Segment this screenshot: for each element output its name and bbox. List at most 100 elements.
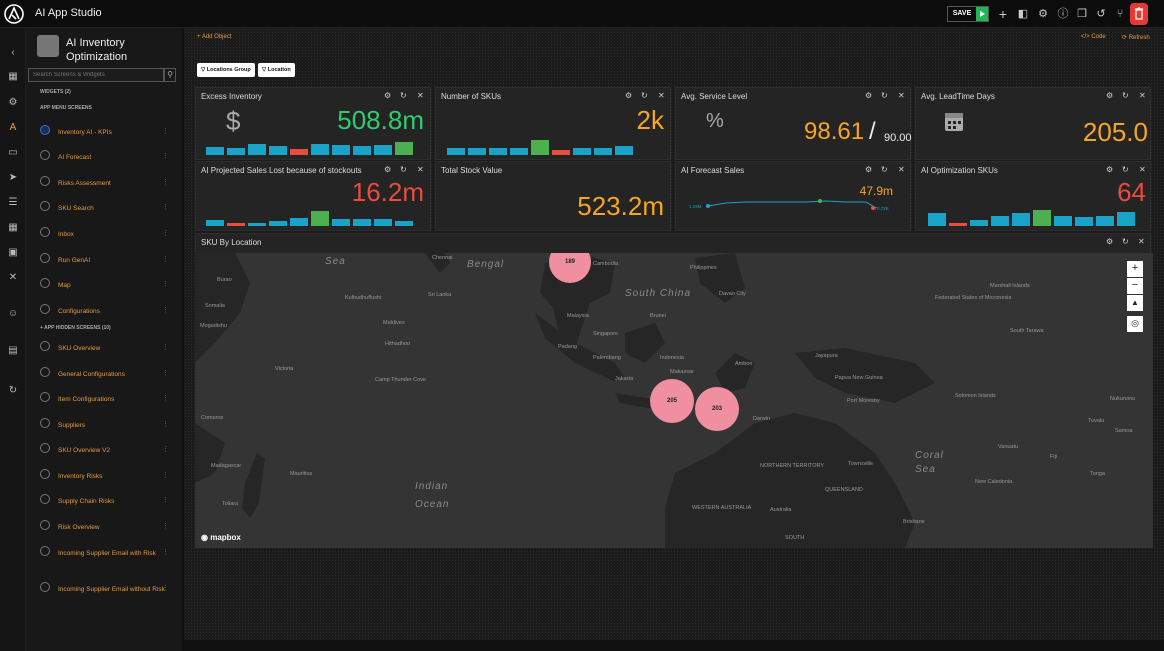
more-icon[interactable]: ⋮	[162, 497, 169, 504]
reload-icon[interactable]: ↻	[1122, 91, 1129, 100]
more-icon[interactable]: ⋮	[162, 395, 169, 402]
search-input[interactable]	[28, 68, 164, 82]
kpi-avg-leadtime[interactable]: Avg. LeadTime Days ⚙ ↻ ✕ 205.0	[915, 87, 1151, 160]
search-icon[interactable]: ⚲	[164, 68, 176, 82]
close-icon[interactable]: ✕	[1139, 91, 1146, 100]
reload-icon[interactable]: ↻	[881, 165, 888, 174]
more-icon[interactable]: ⋮	[162, 446, 169, 453]
gear-icon[interactable]: ⚙	[1106, 91, 1114, 100]
cluster-marker[interactable]: 203	[695, 387, 739, 431]
run-button[interactable]	[976, 7, 988, 21]
save-button[interactable]: SAVE	[948, 7, 976, 21]
gear-icon[interactable]: ⚙	[1106, 165, 1114, 174]
add-icon[interactable]: +	[998, 6, 1008, 22]
car-icon[interactable]: ▭	[8, 147, 18, 158]
history-icon[interactable]: ↺	[1096, 8, 1106, 20]
ai-app-icon[interactable]: A	[9, 122, 17, 133]
add-object-button[interactable]: + Add Object	[197, 34, 232, 40]
compass-button[interactable]: ▲	[1127, 295, 1143, 311]
more-icon[interactable]: ⋮	[162, 281, 169, 288]
reload-icon[interactable]: ↻	[881, 91, 888, 100]
kpi-avg-service-level[interactable]: Avg. Service Level ⚙ ↻ ✕ % 98.61 / 90.00	[675, 87, 912, 160]
bar	[395, 221, 413, 226]
more-icon[interactable]: ⋮	[162, 230, 169, 237]
close-icon[interactable]: ✕	[1138, 237, 1145, 246]
more-icon[interactable]: ⋮	[162, 307, 169, 314]
send-icon[interactable]: ➤	[8, 172, 18, 183]
gear-icon[interactable]: ⚙	[865, 165, 873, 174]
kpi-target: 90.00	[884, 132, 912, 144]
book-icon[interactable]: ▤	[8, 345, 18, 356]
copy-icon[interactable]: ❐	[1077, 8, 1087, 20]
filter-locations-group[interactable]: ▽ Locations Group	[197, 63, 255, 77]
more-icon[interactable]: ⋮	[162, 370, 169, 377]
close-icon[interactable]: ✕	[417, 91, 424, 100]
more-icon[interactable]: ⋮	[162, 421, 169, 428]
kpi-ai-forecast-sales[interactable]: AI Forecast Sales ⚙ ↻ ✕ 47.9m 1.19M 670.72…	[675, 161, 911, 231]
map-card-header: SKU By Location ⚙ ↻ ✕	[195, 233, 1151, 253]
more-icon[interactable]: ⋮	[162, 179, 169, 186]
cluster-marker[interactable]: 205	[650, 379, 694, 423]
table-icon[interactable]: ▦	[8, 222, 18, 233]
gear-icon[interactable]: ⚙	[384, 91, 392, 100]
kpi-excess-inventory[interactable]: Excess Inventory ⚙ ↻ ✕ $ 508.8m	[195, 87, 431, 160]
refresh-icon[interactable]: ↻	[8, 385, 18, 396]
reload-icon[interactable]: ↻	[400, 165, 407, 174]
panel-icon[interactable]: ◧	[1017, 8, 1029, 20]
more-icon[interactable]: ⋮	[162, 128, 169, 135]
more-icon[interactable]: ⋮	[162, 256, 169, 263]
branch-icon[interactable]: ⑂	[1116, 8, 1124, 20]
filter-location[interactable]: ▽ Location	[258, 63, 295, 77]
reload-icon[interactable]: ↻	[400, 91, 407, 100]
canvas: + Add Object </> Code ⟳ Refresh ▽ Locati…	[184, 28, 1164, 640]
card-title: AI Optimization SKUs	[921, 166, 998, 175]
more-icon[interactable]: ⋮	[162, 344, 169, 351]
sku-map[interactable]: Sea Bengal Chennai Burao Somalia Mogadishu Kul…	[195, 253, 1153, 548]
terminal-icon[interactable]: ▣	[8, 247, 18, 258]
kpi-number-of-skus[interactable]: Number of SKUs ⚙ ↻ ✕ 2k	[435, 87, 671, 160]
map-place-label: Cambodia	[593, 261, 619, 267]
kpi-value: 2k	[636, 105, 664, 135]
app-logo-icon[interactable]	[4, 4, 24, 24]
refresh-button[interactable]: ⟳ Refresh	[1122, 35, 1150, 41]
settings-icon[interactable]: ⚙	[1038, 8, 1048, 20]
gear-icon[interactable]: ⚙	[384, 165, 392, 174]
gear-icon[interactable]: ⚙	[625, 91, 633, 100]
close-icon[interactable]: ✕	[898, 165, 905, 174]
kpi-ai-optimization-skus[interactable]: AI Optimization SKUs ⚙ ↻ ✕ 64	[915, 161, 1151, 231]
close-icon[interactable]: ✕	[898, 91, 905, 100]
hidden-eye-icon	[40, 520, 50, 530]
zoom-in-button[interactable]: +	[1127, 261, 1143, 277]
bar	[552, 150, 570, 155]
kpi-total-stock-value[interactable]: Total Stock Value 523.2m	[435, 161, 671, 231]
chip-icon[interactable]: ⚙	[8, 97, 18, 108]
widgets-section[interactable]: WIDGETS (2)	[40, 89, 71, 95]
reload-icon[interactable]: ↻	[641, 91, 648, 100]
tools-icon[interactable]: ✕	[8, 272, 18, 283]
user-settings-icon[interactable]: ☺	[7, 308, 19, 319]
gear-icon[interactable]: ⚙	[865, 91, 873, 100]
more-icon[interactable]: ⋮	[162, 585, 169, 592]
info-icon[interactable]: ⓘ	[1057, 8, 1069, 20]
close-icon[interactable]: ✕	[417, 165, 424, 174]
code-button[interactable]: </> Code	[1081, 34, 1106, 40]
close-icon[interactable]: ✕	[1139, 165, 1146, 174]
more-icon[interactable]: ⋮	[162, 549, 169, 556]
zoom-out-button[interactable]: −	[1127, 278, 1143, 294]
delete-button[interactable]	[1130, 3, 1148, 25]
more-icon[interactable]: ⋮	[162, 204, 169, 211]
kpi-projected-sales-lost[interactable]: AI Projected Sales Lost because of stock…	[195, 161, 431, 231]
back-chevron-icon[interactable]: ‹	[11, 47, 15, 58]
more-icon[interactable]: ⋮	[162, 153, 169, 160]
close-icon[interactable]: ✕	[658, 91, 665, 100]
gear-icon[interactable]: ⚙	[1106, 237, 1114, 246]
geolocate-button[interactable]: ◎	[1127, 316, 1143, 332]
more-icon[interactable]: ⋮	[162, 523, 169, 530]
more-icon[interactable]: ⋮	[162, 472, 169, 479]
reload-icon[interactable]: ↻	[1122, 165, 1129, 174]
map-place-label: Vanuatu	[998, 444, 1019, 450]
database-icon[interactable]: ☰	[8, 197, 18, 208]
hidden-section[interactable]: + APP HIDDEN SCREENS (10)	[40, 325, 111, 331]
reload-icon[interactable]: ↻	[1122, 237, 1129, 246]
grid-icon[interactable]: ▦	[8, 71, 18, 82]
